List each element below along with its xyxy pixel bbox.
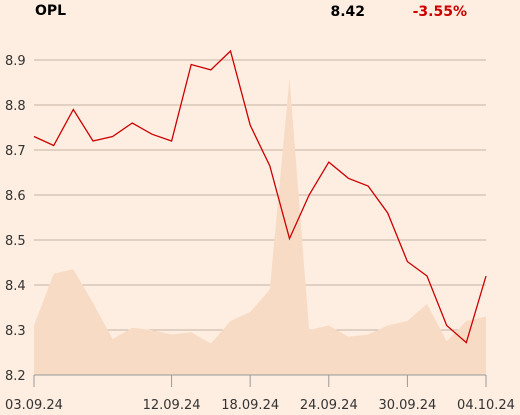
x-tick-label-04.10.24: 04.10.24	[457, 398, 515, 413]
y-tick-label-8.7: 8.7	[5, 144, 26, 159]
ticker-symbol: OPL	[35, 3, 66, 19]
price-change: -3.55%	[413, 4, 467, 20]
y-tick-label-8.3: 8.3	[5, 324, 26, 339]
y-tick-label-8.2: 8.2	[5, 369, 26, 384]
x-tick-label-12.09.24: 12.09.24	[143, 398, 201, 413]
y-tick-label-8.6: 8.6	[5, 189, 26, 204]
y-tick-label-8.9: 8.9	[5, 54, 26, 69]
y-tick-label-8.5: 8.5	[5, 234, 26, 249]
last-price: 8.42	[330, 4, 365, 20]
y-tick-label-8.4: 8.4	[5, 279, 26, 294]
x-tick-label-03.09.24: 03.09.24	[5, 398, 63, 413]
volume-area	[34, 78, 486, 375]
price-line	[33, 49, 487, 344]
x-tick-label-30.09.24: 30.09.24	[378, 398, 436, 413]
x-tick-label-18.09.24: 18.09.24	[221, 398, 279, 413]
x-tick-label-24.09.24: 24.09.24	[300, 398, 358, 413]
y-tick-label-8.8: 8.8	[5, 99, 26, 114]
